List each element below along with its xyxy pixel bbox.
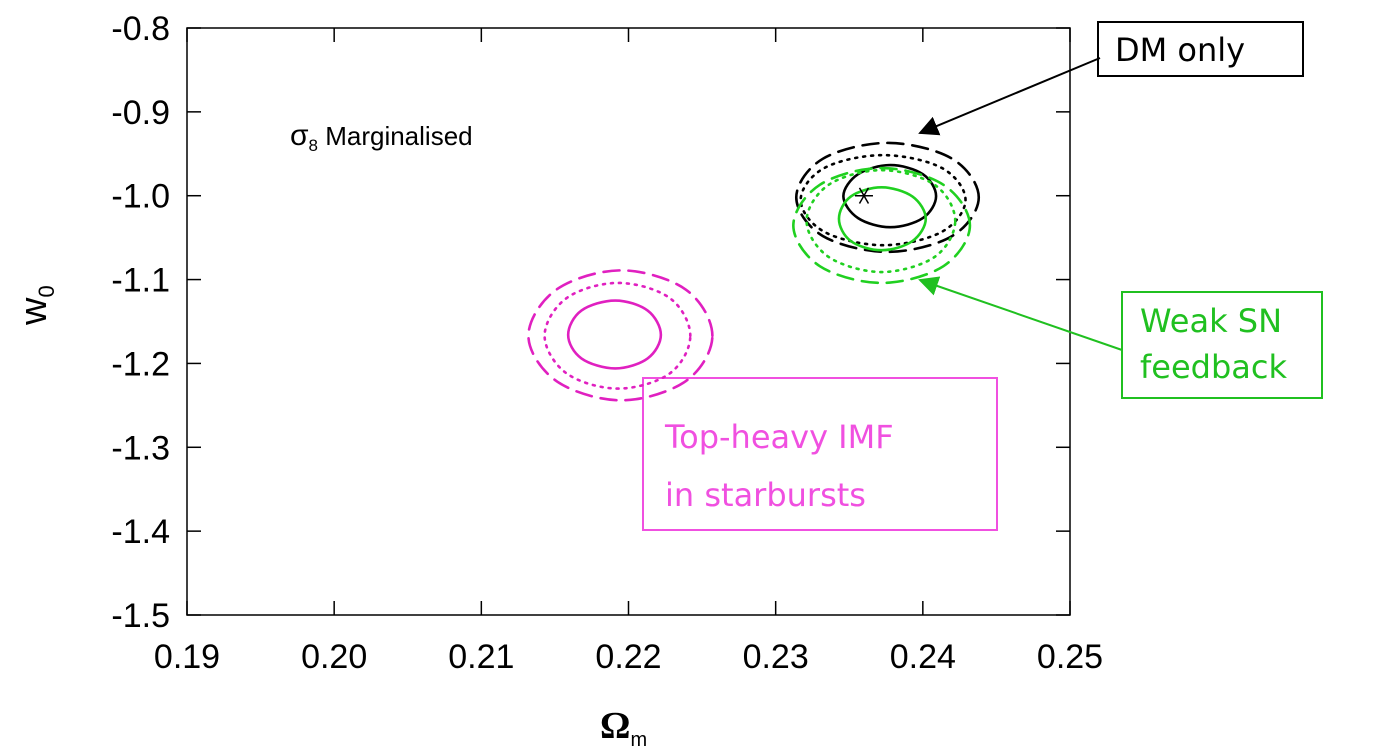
annotation-sn: Weak SN feedback xyxy=(918,276,1323,399)
y-tick-label: -1.4 xyxy=(111,513,170,551)
annotation-box xyxy=(1121,291,1323,399)
x-tick-label: 0.19 xyxy=(154,638,220,676)
y-tick-label: -1.2 xyxy=(111,345,170,383)
contour xyxy=(842,163,938,229)
annotation-arrow xyxy=(918,57,1101,136)
annotation-dm: DM only xyxy=(918,21,1304,136)
x-tick-label: 0.24 xyxy=(890,638,956,676)
y-tick-label: -0.8 xyxy=(111,10,170,48)
annotation-text: in starbursts xyxy=(665,476,866,514)
x-tick-label: 0.23 xyxy=(743,638,809,676)
x-tick-label: 0.22 xyxy=(595,638,661,676)
y-axis-label: w0 xyxy=(13,285,59,326)
contour xyxy=(543,281,692,390)
fiducial-marker xyxy=(854,187,873,204)
x-tick-label: 0.20 xyxy=(301,638,367,676)
annotation-arrow xyxy=(918,276,1123,351)
y-tick-label: -1.0 xyxy=(111,178,170,216)
annotation-text: Top-heavy IMF xyxy=(664,418,894,456)
plot-label: σ8 Marginalised xyxy=(290,119,473,155)
contour xyxy=(837,186,928,252)
contour xyxy=(805,168,957,274)
annotation-text: Weak SN xyxy=(1140,302,1282,340)
contour xyxy=(799,153,967,247)
contour xyxy=(794,141,981,254)
annotation-text: DM only xyxy=(1115,31,1245,69)
y-tick-label: -1.3 xyxy=(111,429,170,467)
x-tick-label: 0.21 xyxy=(448,638,514,676)
marker-stroke xyxy=(858,187,870,204)
y-tick-label: -0.9 xyxy=(111,94,170,132)
x-tick-label: 0.25 xyxy=(1037,638,1103,676)
y-tick-label: -1.5 xyxy=(111,597,170,635)
annotation-box xyxy=(1097,21,1304,77)
annotation-box xyxy=(642,377,998,531)
contour xyxy=(566,299,663,370)
contour xyxy=(527,269,714,402)
annotation-text: feedback xyxy=(1140,348,1287,386)
y-tick-label: -1.1 xyxy=(111,262,170,300)
contour xyxy=(792,166,972,285)
annotation-imf: Top-heavy IMF in starbursts xyxy=(642,377,998,531)
x-axis-label: Ωm xyxy=(600,705,647,751)
